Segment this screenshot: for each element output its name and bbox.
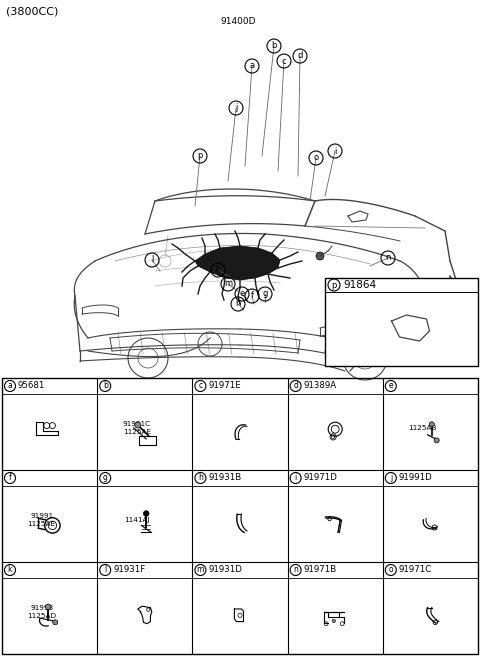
Text: d: d: [293, 382, 298, 390]
Text: o: o: [313, 154, 319, 163]
Circle shape: [429, 422, 434, 427]
Text: b: b: [271, 41, 276, 51]
Polygon shape: [195, 246, 280, 280]
Text: k: k: [8, 565, 12, 575]
Text: f: f: [9, 474, 12, 483]
Text: b: b: [103, 382, 108, 390]
Text: l: l: [104, 565, 107, 575]
Text: c: c: [282, 56, 286, 66]
Text: 95681: 95681: [18, 382, 46, 390]
Circle shape: [332, 619, 336, 623]
Text: 91931B: 91931B: [208, 474, 241, 483]
Text: h: h: [198, 474, 203, 483]
Text: g: g: [262, 289, 268, 298]
Text: 91971B: 91971B: [304, 565, 337, 575]
Text: 91971E: 91971E: [208, 382, 241, 390]
Text: 1141AJ: 1141AJ: [124, 517, 150, 523]
Text: 91991D: 91991D: [399, 474, 432, 483]
Text: o: o: [388, 565, 393, 575]
Text: 1125AB: 1125AB: [408, 425, 437, 431]
Text: e: e: [240, 289, 245, 298]
Text: j: j: [390, 474, 392, 483]
Text: p: p: [331, 281, 336, 289]
Text: k: k: [216, 266, 220, 274]
Text: a: a: [250, 62, 254, 70]
Circle shape: [316, 252, 324, 260]
Text: i: i: [294, 474, 297, 483]
Text: (3800CC): (3800CC): [6, 6, 59, 16]
Text: 91931D: 91931D: [208, 565, 242, 575]
Text: h: h: [235, 300, 240, 308]
Text: g: g: [103, 474, 108, 483]
Circle shape: [46, 604, 51, 609]
Text: 1125AD: 1125AD: [27, 613, 56, 619]
Circle shape: [53, 620, 58, 625]
Text: i: i: [334, 146, 336, 155]
Bar: [2, 378, 478, 654]
Text: 91400D: 91400D: [220, 18, 256, 26]
Text: 91993: 91993: [30, 604, 53, 611]
Text: 91991: 91991: [30, 512, 53, 518]
Text: 1125AE: 1125AE: [27, 522, 56, 527]
Text: m: m: [197, 565, 204, 575]
Text: j: j: [235, 104, 237, 112]
Circle shape: [135, 422, 141, 428]
Text: f: f: [251, 291, 253, 300]
Text: c: c: [198, 382, 203, 390]
Text: 91389A: 91389A: [304, 382, 337, 390]
Text: 91864: 91864: [343, 280, 376, 290]
Text: 91931F: 91931F: [113, 565, 145, 575]
Text: 91971C: 91971C: [399, 565, 432, 575]
Circle shape: [144, 511, 149, 516]
Text: 91971D: 91971D: [304, 474, 337, 483]
Text: n: n: [385, 253, 391, 262]
Text: 91991C: 91991C: [123, 420, 151, 426]
Text: 1125AE: 1125AE: [123, 430, 151, 436]
Circle shape: [434, 438, 439, 443]
Text: p: p: [197, 152, 203, 161]
Text: l: l: [151, 255, 153, 264]
Text: d: d: [297, 52, 303, 60]
Text: m: m: [224, 279, 232, 289]
Text: n: n: [293, 565, 298, 575]
Bar: [325, 278, 478, 366]
Text: a: a: [8, 382, 12, 390]
Text: e: e: [388, 382, 393, 390]
